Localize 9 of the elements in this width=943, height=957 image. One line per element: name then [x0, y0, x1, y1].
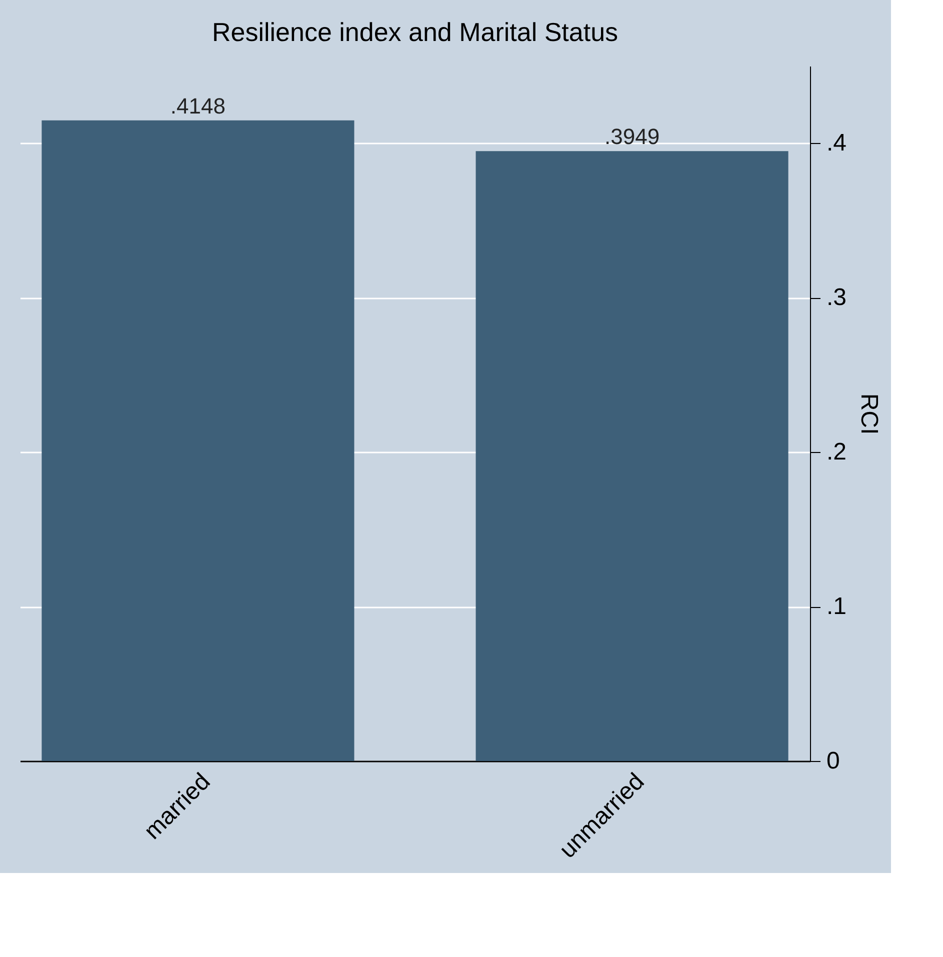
y-tick-label: 0 — [826, 748, 840, 774]
y-tick-label: .3 — [826, 284, 847, 312]
y-tick-label: .2 — [826, 438, 847, 466]
y-tick-label: .4 — [826, 130, 847, 157]
data-label: .4148 — [170, 93, 226, 118]
y-axis-title: RCI — [856, 393, 883, 435]
y-tick-label: .1 — [826, 593, 847, 620]
data-label: .3949 — [604, 124, 660, 150]
chart-title: Resilience index and Marital Status — [212, 17, 618, 47]
